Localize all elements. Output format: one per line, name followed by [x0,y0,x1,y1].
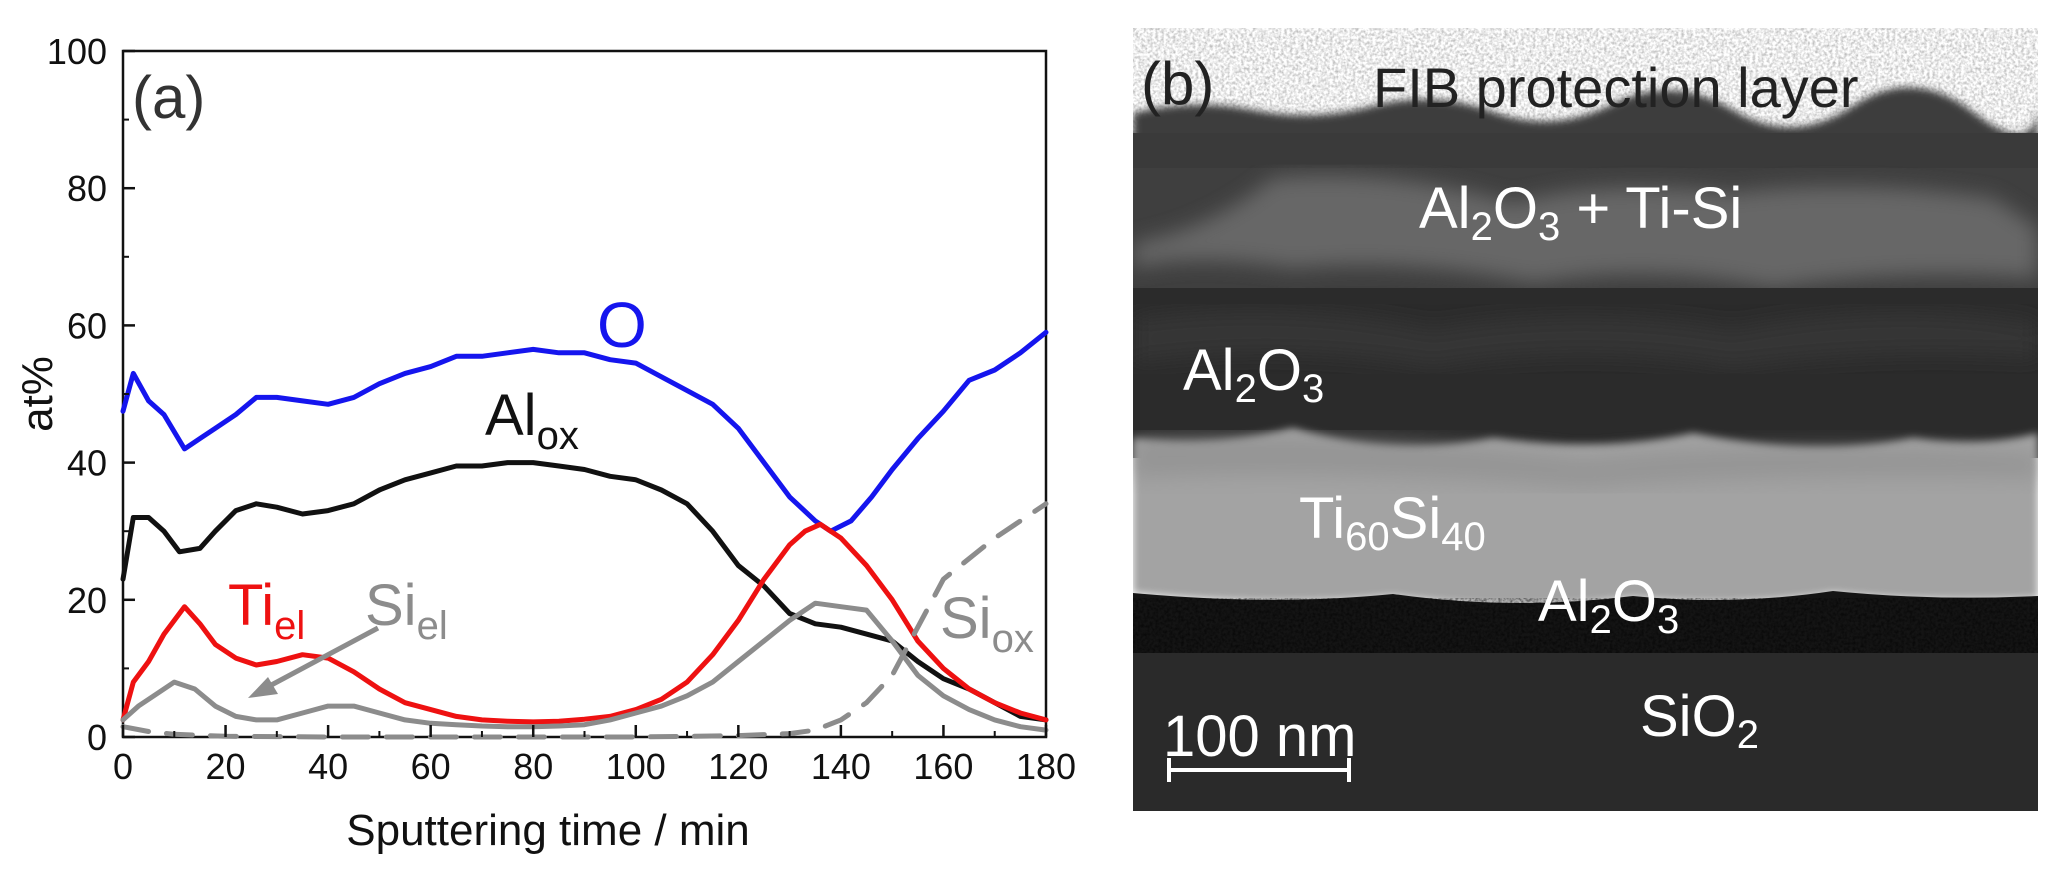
x-tick-label: 40 [308,746,348,787]
sputter-profile-chart: 0 20 40 60 80 100 120 140 160 180 0 20 40 60 80 100 (a)… [13,31,1076,855]
tem-micrograph-panel: (b) FIB protection layer Al2O3 + Ti-Si A… [1133,28,2038,811]
siel-arrow [248,625,380,698]
x-tick-label: 20 [206,746,246,787]
series-label-tiel: Tiel [228,573,305,648]
tem-micrograph-image [1133,28,2038,811]
x-tick-label: 0 [113,746,133,787]
series-line-alox [120,460,1049,723]
x-axis-label: Sputtering time / min [346,806,750,855]
series-label-siel: Siel [365,573,448,648]
x-tick-label: 120 [708,746,768,787]
y-tick-label: 20 [67,580,107,621]
x-tick-label: 80 [513,746,553,787]
layer-label-ti60si40: Ti60Si40 [1299,486,1486,559]
x-tick-label: 140 [811,746,871,787]
series-line-siox [120,501,1049,740]
series-label-alox: Alox [485,383,579,458]
layer-label-al2o3-tisi: Al2O3 + Ti-Si [1419,176,1743,249]
x-tick-label: 160 [913,746,973,787]
y-tick-label: 80 [67,168,107,209]
series-line-siel [120,600,1049,733]
x-tick-label: 60 [411,746,451,787]
y-tick-label: 100 [47,31,107,72]
layer-label-sio2: SiO2 [1640,684,1759,757]
scale-bar-label: 100 nm [1163,704,1357,769]
series-label-siox: Siox [940,586,1034,661]
plot-area [120,329,1049,740]
y-axis-label: at% [13,356,62,432]
series-label-o: O [597,289,647,361]
layer-label-al2o3-lower: Al2O3 [1538,569,1680,642]
panel-label-a: (a) [132,64,205,131]
scale-bar [1167,758,1351,782]
series-line-tiel [120,521,1049,725]
layer-label-fib: FIB protection layer [1373,56,1859,119]
panel-label-b: (b) [1141,50,1215,117]
y-tick-label: 0 [87,717,107,758]
x-tick-label: 100 [606,746,666,787]
y-tick-label: 40 [67,443,107,484]
layer-label-al2o3-upper: Al2O3 [1183,338,1325,411]
series-line-o [120,329,1049,534]
x-tick-label: 180 [1016,746,1076,787]
axis-ticks: 0 20 40 60 80 100 120 140 160 180 0 20 40 60 80 100 [47,31,1076,787]
y-tick-label: 60 [67,305,107,346]
